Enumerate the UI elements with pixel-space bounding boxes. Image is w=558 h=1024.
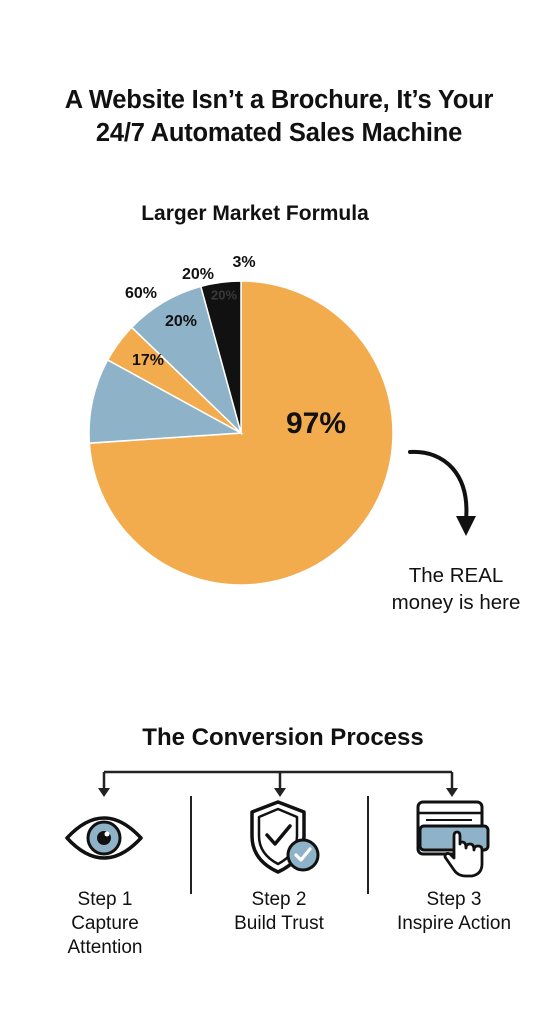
pie-inner-label: 20% bbox=[211, 287, 237, 302]
title-line-2: 24/7 Automated Sales Machine bbox=[95, 119, 463, 147]
page-title: A Website Isn’t a Brochure, It’s Your 24… bbox=[0, 84, 558, 150]
process-title: The Conversion Process bbox=[142, 724, 424, 751]
step-3: Step 3 Inspire Action bbox=[369, 888, 539, 936]
pie-label-5: 3% bbox=[232, 254, 255, 271]
step-1-label-b: Attention bbox=[67, 937, 143, 958]
step-3-number: Step 3 bbox=[426, 889, 482, 910]
divider-2 bbox=[367, 796, 369, 894]
pie-label-4: 20% bbox=[182, 266, 214, 283]
eye-icon bbox=[65, 816, 143, 860]
pie-label-1: 17% bbox=[132, 352, 164, 369]
annotation: The REAL money is here bbox=[380, 562, 532, 616]
step-2: Step 2 Build Trust bbox=[194, 888, 364, 936]
step-2-number: Step 2 bbox=[251, 889, 307, 910]
step-1: Step 1 Capture Attention bbox=[20, 888, 190, 960]
step-1-number: Step 1 bbox=[77, 889, 133, 910]
pie-chart: 97% 17% 60% 20% 20% 3% 20% bbox=[88, 254, 394, 586]
annotation-line-1: The REAL bbox=[408, 564, 504, 587]
chart-title: Larger Market Formula bbox=[141, 202, 369, 225]
curved-arrow-icon bbox=[408, 449, 476, 536]
step-2-label: Build Trust bbox=[234, 913, 324, 934]
step-3-label: Inspire Action bbox=[396, 913, 512, 934]
title-line-1: A Website Isn’t a Brochure, It’s Your bbox=[64, 86, 494, 114]
pie-slice-4 bbox=[199, 280, 242, 434]
divider-1 bbox=[190, 796, 192, 894]
pie-slice-1 bbox=[88, 358, 244, 444]
click-card-icon bbox=[416, 800, 490, 878]
step-1-label-a: Capture bbox=[71, 913, 139, 934]
process-connector bbox=[98, 770, 458, 797]
pie-label-2: 60% bbox=[125, 285, 157, 302]
pie-label-0: 97% bbox=[286, 407, 346, 440]
shield-check-icon bbox=[250, 800, 320, 874]
pie-label-3: 20% bbox=[165, 313, 197, 330]
annotation-line-2: money is here bbox=[391, 591, 521, 614]
